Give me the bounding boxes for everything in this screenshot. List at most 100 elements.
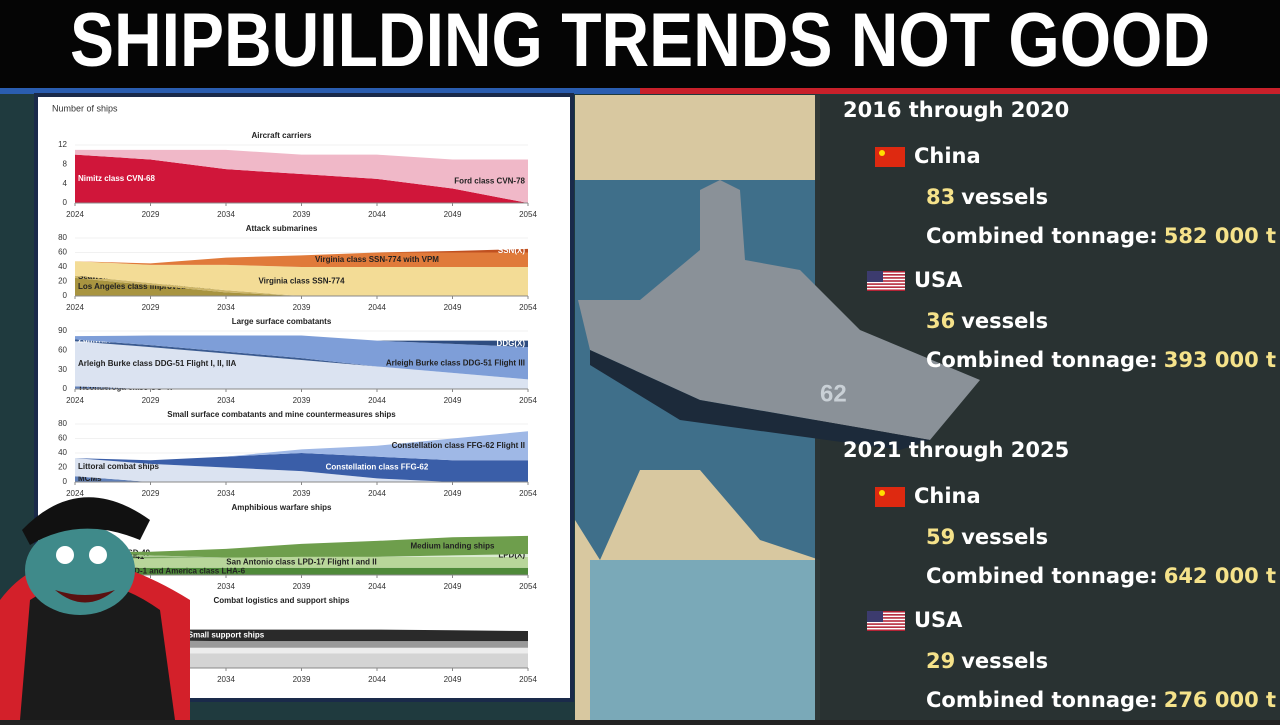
area-label: San Antonio class LPD-17 Flight I and II bbox=[226, 557, 376, 566]
tonnage-value: 642 000 t bbox=[1164, 564, 1276, 588]
title-stripe bbox=[0, 88, 640, 94]
x-tick-label: 2054 bbox=[519, 210, 537, 219]
tonnage-value: 582 000 t bbox=[1164, 224, 1276, 248]
area bbox=[75, 335, 528, 380]
y-tick-label: 90 bbox=[58, 326, 67, 335]
y-tick-label: 20 bbox=[58, 277, 67, 286]
puppet-hat bbox=[22, 497, 150, 545]
y-tick-label: 8 bbox=[63, 159, 68, 168]
country: USA bbox=[914, 608, 963, 632]
title: SHIPBUILDING TRENDS NOT GOOD bbox=[70, 0, 1210, 83]
flag-stripe bbox=[867, 614, 905, 616]
area bbox=[75, 277, 528, 296]
flag-china bbox=[875, 487, 905, 507]
area bbox=[75, 252, 528, 267]
x-tick-label: 2039 bbox=[293, 303, 311, 312]
area bbox=[75, 553, 528, 560]
area-label: Los Angeles class improved SSN-688 bbox=[78, 282, 221, 291]
x-tick-label: 2034 bbox=[217, 489, 235, 498]
area bbox=[75, 248, 528, 264]
x-tick-label: 2039 bbox=[293, 396, 311, 405]
flag-stripe bbox=[867, 623, 905, 625]
area bbox=[75, 567, 528, 575]
unit: vessels bbox=[961, 525, 1048, 549]
area bbox=[75, 535, 528, 558]
area bbox=[75, 431, 528, 461]
country: USA bbox=[914, 268, 963, 292]
flag-canton bbox=[867, 271, 883, 282]
flag-stripe bbox=[867, 620, 905, 622]
x-tick-label: 2024 bbox=[66, 396, 84, 405]
y-tick-label: 0 bbox=[63, 477, 68, 486]
y-tick-label: 80 bbox=[58, 419, 67, 428]
area-label: Wasp class LHD-1 and America class LHA-6 bbox=[78, 566, 246, 575]
x-tick-label: 2044 bbox=[368, 303, 386, 312]
y-tick-label: 0 bbox=[63, 291, 68, 300]
y-tick-label: 40 bbox=[58, 262, 67, 271]
tonnage-label: Combined tonnage: bbox=[926, 224, 1158, 248]
area-label: Small support ships bbox=[188, 630, 265, 639]
puppet-mouth bbox=[55, 590, 115, 603]
vessel-count: 83 vessels bbox=[926, 185, 1048, 209]
y-tick-label: 30 bbox=[58, 365, 67, 374]
area bbox=[75, 261, 528, 296]
area bbox=[75, 341, 528, 389]
puppet bbox=[0, 497, 190, 720]
puppet-eye bbox=[56, 546, 74, 564]
x-tick-label: 2039 bbox=[293, 489, 311, 498]
puppet-body bbox=[20, 582, 175, 720]
y-tick-label: 0 bbox=[63, 384, 68, 393]
country: China bbox=[914, 144, 981, 168]
x-tick-label: 2049 bbox=[444, 210, 462, 219]
area-label: Ford class CVN-78 bbox=[454, 176, 525, 185]
period: 2021 through 2025 bbox=[843, 438, 1069, 462]
flag-stripe bbox=[867, 283, 905, 285]
x-tick-label: 2034 bbox=[217, 303, 235, 312]
tonnage-value: 276 000 t bbox=[1164, 688, 1276, 712]
area-label: Nimitz class CVN-68 bbox=[78, 174, 155, 183]
x-tick-label: 2029 bbox=[142, 303, 160, 312]
area bbox=[75, 335, 528, 348]
x-tick-label: 2029 bbox=[142, 210, 160, 219]
x-tick-label: 2029 bbox=[142, 489, 160, 498]
area-label: DDG(X) bbox=[497, 339, 526, 348]
area bbox=[75, 556, 528, 568]
area-label: LPD(X) bbox=[498, 551, 525, 560]
y-tick-label: 40 bbox=[58, 448, 67, 457]
area bbox=[75, 149, 528, 203]
unit: vessels bbox=[961, 185, 1048, 209]
flag-stripe bbox=[867, 289, 905, 291]
flag-stripe bbox=[867, 629, 905, 631]
area-label: Constellation class FFG-62 Flight II bbox=[392, 441, 525, 450]
x-tick-label: 2034 bbox=[217, 210, 235, 219]
x-tick-label: 2054 bbox=[519, 582, 537, 591]
flag-stripe bbox=[867, 626, 905, 628]
x-tick-label: 2024 bbox=[66, 210, 84, 219]
y-tick-label: 20 bbox=[58, 463, 67, 472]
flag-star bbox=[879, 490, 885, 496]
chart-title: Combat logistics and support ships bbox=[213, 596, 350, 605]
tonnage: Combined tonnage: 642 000 t bbox=[926, 564, 1276, 588]
x-tick-label: 2049 bbox=[444, 675, 462, 684]
flag-stripe bbox=[867, 611, 905, 613]
tonnage: Combined tonnage: 393 000 t bbox=[926, 348, 1276, 372]
unit: vessels bbox=[961, 309, 1048, 333]
chart-title: Small surface combatants and mine counte… bbox=[167, 410, 396, 419]
area-label: MCMs bbox=[78, 474, 102, 483]
count: 59 bbox=[926, 525, 955, 549]
ship-hull-number: 62 bbox=[820, 380, 847, 407]
area bbox=[75, 476, 528, 482]
x-tick-label: 2044 bbox=[368, 489, 386, 498]
x-tick-label: 2044 bbox=[368, 210, 386, 219]
title-stripe bbox=[640, 88, 1280, 94]
chart-title: Large surface combatants bbox=[232, 317, 332, 326]
x-tick-label: 2049 bbox=[444, 396, 462, 405]
flag-star bbox=[879, 150, 885, 156]
x-tick-label: 2054 bbox=[519, 489, 537, 498]
x-tick-label: 2049 bbox=[444, 489, 462, 498]
area-label: Arleigh Burke class DDG-51 Flight III bbox=[386, 358, 525, 367]
area-label: SSN(X) bbox=[498, 246, 525, 255]
chart-title: Attack submarines bbox=[246, 224, 318, 233]
count: 29 bbox=[926, 649, 955, 673]
